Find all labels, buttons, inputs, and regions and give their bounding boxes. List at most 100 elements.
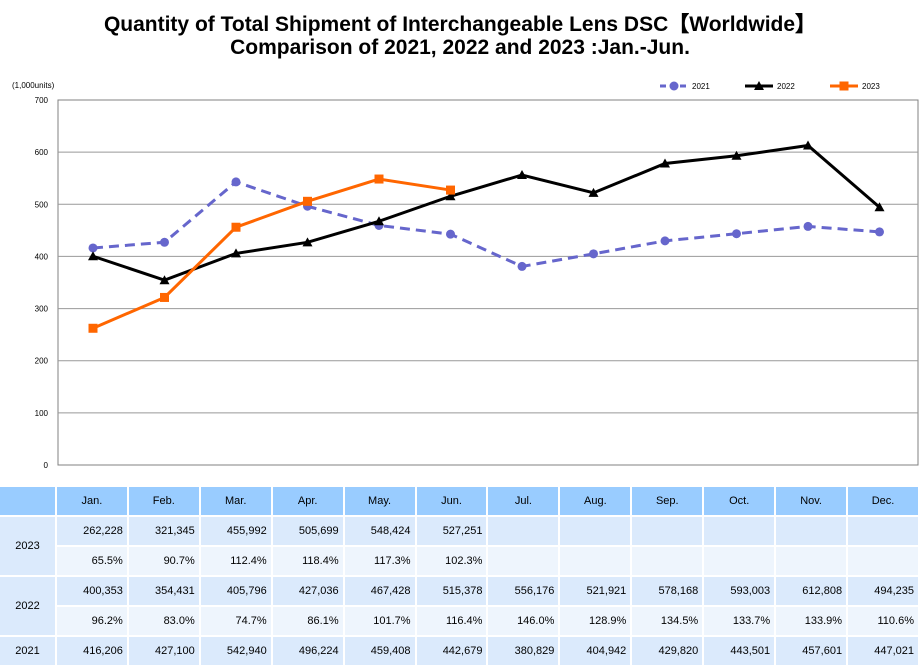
cell-value: 416,206 <box>56 637 127 665</box>
data-point-2022 <box>517 169 527 179</box>
data-point-2021 <box>160 237 169 247</box>
cell-percent: 83.0% <box>128 607 199 635</box>
cell-value: 262,228 <box>56 517 127 545</box>
cell-percent: 146.0% <box>488 607 559 635</box>
y-tick-label: 100 <box>35 409 49 418</box>
cell-value: 427,100 <box>128 637 199 665</box>
header-corner <box>0 487 55 515</box>
cell-percent: 112.4% <box>200 547 271 575</box>
data-point-2022 <box>88 251 98 261</box>
cell-value: 556,176 <box>488 577 559 605</box>
chart-subtitle: Comparison of 2021, 2022 and 2023 :Jan.-… <box>230 36 690 59</box>
data-point-2021 <box>803 221 813 231</box>
data-point-2021 <box>669 81 679 91</box>
cell-value <box>848 517 918 545</box>
cell-value: 405,796 <box>200 577 271 605</box>
cell-value <box>704 517 775 545</box>
cell-value: 521,921 <box>560 577 631 605</box>
cell-value: 380,829 <box>488 637 559 665</box>
cell-value <box>776 517 847 545</box>
cell-value: 354,431 <box>128 577 199 605</box>
header-month: Sep. <box>632 487 703 515</box>
cell-value: 442,679 <box>416 637 487 665</box>
cell-percent <box>632 547 703 575</box>
data-point-2022 <box>588 187 599 197</box>
data-point-2022 <box>731 150 742 160</box>
cell-percent: 86.1% <box>272 607 343 635</box>
table-row-percent: 65.5% 90.7% 112.4% 118.4% 117.3% 102.3% <box>0 547 918 575</box>
cell-value: 443,501 <box>704 637 775 665</box>
plot-area <box>57 99 919 466</box>
header-month: Jan. <box>56 487 127 515</box>
cell-percent <box>848 547 918 575</box>
cell-percent: 134.5% <box>632 607 703 635</box>
cell-value: 612,808 <box>776 577 847 605</box>
cell-value <box>488 517 559 545</box>
data-point-2022 <box>159 275 170 285</box>
data-point-2021 <box>732 229 741 239</box>
cell-value: 542,940 <box>200 637 271 665</box>
cell-value <box>632 517 703 545</box>
cell-percent: 90.7% <box>128 547 199 575</box>
data-point-2021 <box>88 243 98 253</box>
y-tick-label: 500 <box>35 200 49 209</box>
data-point-2023 <box>446 185 455 195</box>
data-point-2021 <box>660 236 670 246</box>
data-point-2023 <box>88 323 98 333</box>
cell-percent: 116.4% <box>416 607 487 635</box>
cell-percent <box>776 547 847 575</box>
cell-value: 427,036 <box>272 577 343 605</box>
table-header-row: Jan. Feb. Mar. Apr. May. Jun. Jul. Aug. Sep. Oct.… <box>0 487 918 515</box>
data-point-2023 <box>839 81 849 91</box>
cell-percent <box>704 547 775 575</box>
cell-value <box>560 517 631 545</box>
data-point-2022 <box>874 202 885 212</box>
table-row-values: 2021 416,206 427,100 542,940 496,224 459,408 4… <box>0 637 918 665</box>
y-tick-label: 300 <box>35 305 49 314</box>
cell-value: 459,408 <box>344 637 415 665</box>
data-point-2021 <box>446 229 455 239</box>
series-line-2022 <box>92 143 881 282</box>
cell-value: 527,251 <box>416 517 487 545</box>
cell-value: 429,820 <box>632 637 703 665</box>
data-point-2022 <box>803 140 813 150</box>
header-month: Nov. <box>776 487 847 515</box>
header-month: Apr. <box>272 487 343 515</box>
row-year: 2023 <box>0 517 55 575</box>
data-table: Jan. Feb. Mar. Apr. May. Jun. Jul. Aug. Sep. Oct.… <box>0 485 920 667</box>
data-point-2023 <box>160 292 169 302</box>
cell-percent: 133.9% <box>776 607 847 635</box>
row-year: 2022 <box>0 577 55 635</box>
data-point-2022 <box>231 248 241 258</box>
header-month: Feb. <box>128 487 199 515</box>
table-row-values: 2023 262,228 321,345 455,992 505,699 548,424 5… <box>0 517 918 575</box>
row-year: 2021 <box>0 637 55 665</box>
legend-label: 2022 <box>777 82 795 91</box>
header-month: Aug. <box>560 487 631 515</box>
y-tick-label: 600 <box>35 148 49 157</box>
data-point-2021 <box>231 177 241 187</box>
header-month: Mar. <box>200 487 271 515</box>
data-point-2021 <box>875 227 884 237</box>
cell-percent: 117.3% <box>344 547 415 575</box>
cell-value: 467,428 <box>344 577 415 605</box>
cell-value: 505,699 <box>272 517 343 545</box>
cell-value: 455,992 <box>200 517 271 545</box>
data-point-2022 <box>754 81 764 90</box>
cell-value: 548,424 <box>344 517 415 545</box>
line-chart: 0 100 200 300 400 500 600 700 (1,000units) 2021 20… <box>12 81 919 470</box>
cell-percent <box>560 547 631 575</box>
cell-value: 578,168 <box>632 577 703 605</box>
cell-percent <box>488 547 559 575</box>
cell-value: 515,378 <box>416 577 487 605</box>
cell-value: 321,345 <box>128 517 199 545</box>
cell-value: 496,224 <box>272 637 343 665</box>
data-point-2023 <box>231 222 241 232</box>
data-point-2022 <box>660 158 670 168</box>
cell-percent: 118.4% <box>272 547 343 575</box>
cell-value: 400,353 <box>56 577 127 605</box>
cell-value: 593,003 <box>704 577 775 605</box>
cell-percent: 65.5% <box>56 547 127 575</box>
y-axis-label: (1,000units) <box>12 81 55 90</box>
header-month: Jun. <box>416 487 487 515</box>
